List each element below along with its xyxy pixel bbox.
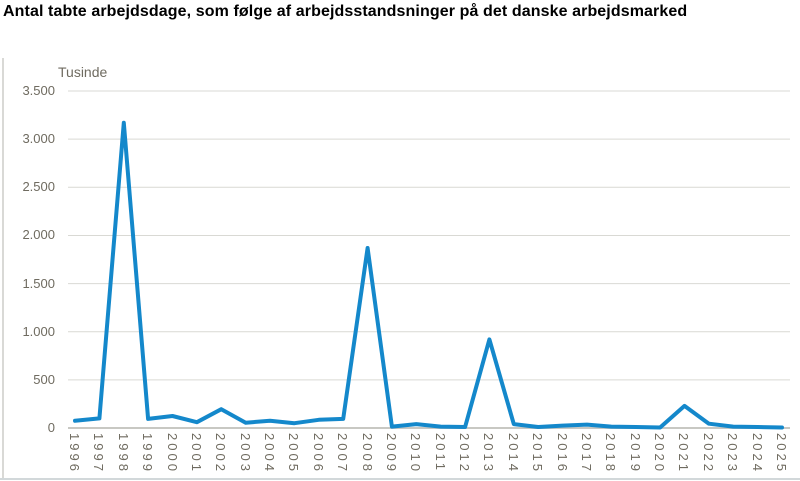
x-axis-tick-label: 2014: [505, 433, 521, 474]
x-axis-tick-label: 2012: [457, 433, 473, 474]
x-axis-tick-label: 2000: [164, 433, 180, 474]
x-axis-tick-label: 2009: [383, 433, 399, 474]
x-axis-tick-label: 1998: [115, 433, 131, 474]
x-axis-tick-label: 2013: [481, 433, 497, 474]
x-axis-tick-label: 2010: [408, 433, 424, 474]
x-axis-tick-label: 2008: [359, 433, 375, 474]
x-axis-tick-label: 2005: [286, 433, 302, 474]
x-axis-tick-label: 2023: [725, 433, 741, 474]
x-axis-tick-label: 2017: [578, 433, 594, 474]
data-series-line: [73, 120, 784, 430]
x-axis-tick-label: 1997: [91, 433, 107, 474]
x-axis-tick-label: 2016: [554, 433, 570, 474]
x-axis-tick-label: 2018: [603, 433, 619, 474]
x-axis-tick-label: 1999: [140, 433, 156, 474]
chart-frame-left-border: [2, 58, 4, 479]
x-axis-tick-label: 2006: [310, 433, 326, 474]
y-axis-tick-label: 2.000: [22, 227, 55, 243]
x-axis-tick-label: 2021: [676, 433, 692, 474]
x-axis-tick-label: 2011: [432, 433, 448, 473]
y-axis-tick-label: 500: [33, 371, 55, 387]
y-axis-tick-label: 3.500: [22, 83, 55, 99]
x-axis-tick-label: 2019: [627, 433, 643, 474]
y-axis-tick-label: 1.500: [22, 275, 55, 291]
x-axis-tick-label: 2020: [652, 433, 668, 474]
chart-title: Antal tabte arbejdsdage, som følge af ar…: [3, 3, 688, 20]
x-axis-tick-label: 1996: [67, 433, 82, 474]
x-axis-tick-label: 2025: [774, 433, 789, 474]
chart-frame-bottom-border: [0, 478, 800, 480]
x-axis-tick-label: 2001: [188, 433, 204, 474]
x-axis-tick-label: 2007: [335, 433, 351, 474]
x-axis-tick-label: 2015: [530, 433, 546, 474]
x-axis-tick-label: 2022: [700, 433, 716, 474]
y-axis-tick-label: 2.500: [22, 179, 55, 195]
y-axis-tick-label: 1.000: [22, 323, 55, 339]
x-axis-tick-label: 2003: [237, 433, 253, 474]
x-axis-tick-label: 2002: [213, 433, 229, 474]
x-axis-tick-label: 2004: [262, 433, 278, 474]
y-axis-unit-label: Tusinde: [58, 64, 108, 80]
y-axis-tick-label: 3.000: [22, 131, 55, 147]
y-axis-tick-label: 0: [47, 420, 55, 435]
x-axis-tick-label: 2024: [749, 433, 765, 474]
